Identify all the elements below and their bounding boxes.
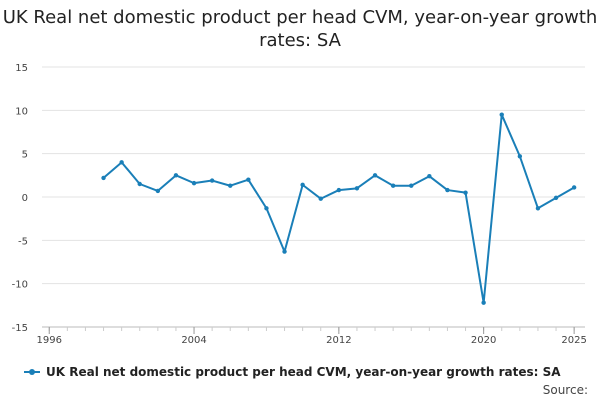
data-point: [101, 175, 106, 181]
data-point: [282, 249, 287, 254]
axis-layer: 15 10 5 0 -5 -10 -15 1996 2004 2012 2020 2025: [12, 63, 587, 346]
source-label: Source:: [542, 383, 588, 397]
data-point: [137, 181, 142, 187]
data-point: [535, 206, 541, 211]
data-point: [409, 183, 414, 188]
grid-layer: [42, 66, 585, 328]
data-point: [155, 188, 161, 194]
y-tick-label: 15: [15, 63, 28, 74]
data-point: [445, 187, 450, 193]
data-point: [318, 196, 323, 201]
legend-label: UK Real net domestic product per head CV…: [46, 365, 561, 379]
y-tick-label: -15: [12, 323, 28, 334]
data-point: [372, 173, 378, 178]
data-point: [209, 178, 215, 183]
data-point: [390, 183, 396, 188]
y-tick-label: 5: [22, 150, 28, 161]
y-tick-label: 10: [15, 106, 28, 117]
x-tick-label: 2012: [326, 335, 351, 346]
data-point: [336, 187, 342, 193]
series-line: [102, 113, 575, 304]
data-point: [264, 206, 269, 211]
data-point: [173, 173, 179, 178]
data-point: [228, 183, 233, 188]
data-point: [481, 300, 486, 305]
y-tick-label: -10: [12, 280, 28, 291]
x-tick-label: 2020: [471, 335, 496, 346]
data-point: [571, 185, 577, 190]
legend-swatch: [24, 369, 40, 375]
data-point: [499, 112, 504, 117]
chart-title: UK Real net domestic product per head CV…: [2, 7, 598, 51]
data-point: [427, 174, 432, 179]
data-point: [354, 186, 360, 191]
legend[interactable]: UK Real net domestic product per head CV…: [24, 365, 561, 379]
data-point: [191, 180, 197, 186]
y-tick-label: -5: [18, 236, 28, 247]
data-point: [517, 154, 523, 159]
data-point: [300, 182, 305, 188]
x-tick-label: 2025: [561, 335, 586, 346]
data-point: [246, 177, 251, 182]
series-layer: [101, 112, 577, 305]
data-point: [553, 195, 559, 201]
y-tick-label: 0: [22, 193, 28, 204]
data-point: [463, 190, 468, 195]
x-tick-label: 2004: [181, 335, 206, 346]
data-point: [119, 160, 124, 165]
x-tick-label: 1996: [37, 335, 62, 346]
